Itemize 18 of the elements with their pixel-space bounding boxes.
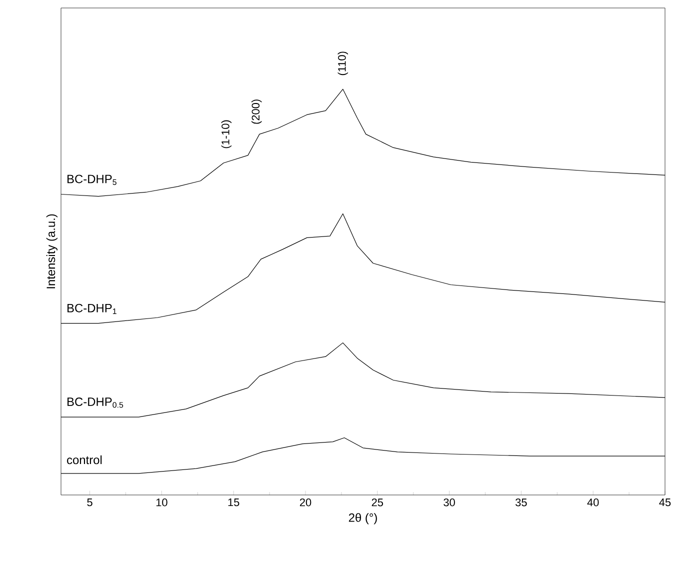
x-tick-label: 30	[444, 498, 455, 506]
x-tick-label: 20	[300, 498, 312, 506]
series-label: control	[67, 455, 102, 464]
x-tick-label: 5	[87, 498, 92, 506]
series-label: BC-DHP$_{0.5}$	[68, 398, 124, 408]
annotation: (110)	[338, 52, 348, 76]
annotation: (1-10)	[221, 120, 232, 148]
x-tick-label: 15	[228, 498, 240, 506]
x-tick-label: 10	[156, 498, 168, 506]
x-tick-label: 35	[516, 498, 527, 506]
series-label: BC-DHP$_{5}$	[68, 174, 116, 185]
series-label: BC-DHP$_{1}$	[68, 304, 116, 314]
annotation: (200)	[251, 100, 262, 124]
x-tick-label: 40	[587, 498, 599, 506]
x-tick-label: 25	[372, 498, 384, 506]
x-tick-label: 45	[659, 498, 671, 506]
x-axis-title: 2θ (°)	[348, 513, 377, 524]
y-axis-title: Intensity (a.u.)	[46, 214, 58, 288]
